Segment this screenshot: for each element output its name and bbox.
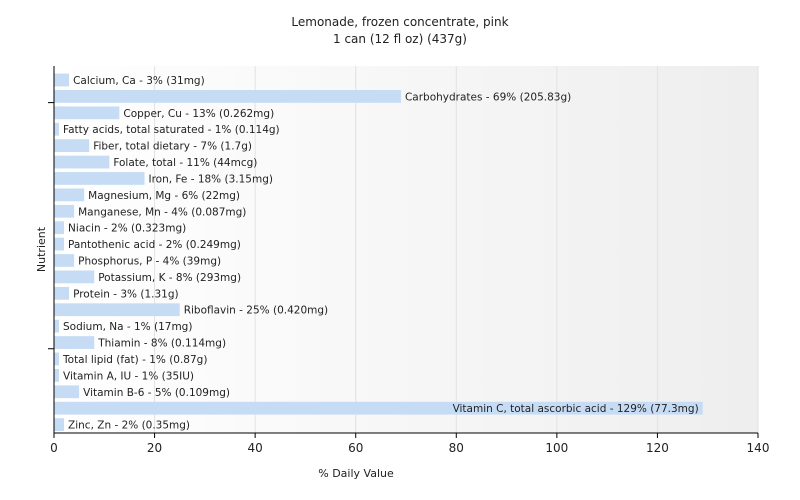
bar bbox=[54, 73, 70, 87]
bar bbox=[54, 368, 60, 382]
bar-label: Total lipid (fat) - 1% (0.87g) bbox=[62, 354, 207, 366]
bar bbox=[54, 172, 145, 185]
bar bbox=[54, 155, 110, 169]
bar-label: Calcium, Ca - 3% (31mg) bbox=[73, 75, 205, 87]
bar-label: Vitamin A, IU - 1% (35IU) bbox=[63, 370, 194, 382]
bar bbox=[54, 385, 80, 399]
bar-label: Magnesium, Mg - 6% (22mg) bbox=[88, 190, 240, 202]
bar-label: Potassium, K - 8% (293mg) bbox=[98, 272, 241, 284]
x-tick-label: 60 bbox=[348, 441, 363, 455]
bar bbox=[54, 139, 90, 153]
bar-label: Copper, Cu - 13% (0.262mg) bbox=[123, 108, 274, 120]
bar-label: Folate, total - 11% (44mcg) bbox=[113, 157, 257, 169]
bar-label: Pantothenic acid - 2% (0.249mg) bbox=[68, 239, 241, 251]
bar bbox=[54, 254, 75, 267]
bar bbox=[54, 188, 85, 202]
bar-label: Protein - 3% (1.31g) bbox=[73, 288, 179, 300]
bar-label: Sodium, Na - 1% (17mg) bbox=[63, 321, 192, 333]
chart-title: Lemonade, frozen concentrate, pink bbox=[291, 15, 509, 29]
bar-label: Fiber, total dietary - 7% (1.7g) bbox=[93, 141, 252, 153]
bar bbox=[54, 106, 120, 120]
x-tick-label: 140 bbox=[747, 441, 770, 455]
bar-label: Vitamin C, total ascorbic acid - 129% (7… bbox=[453, 403, 699, 415]
bar-label: Fatty acids, total saturated - 1% (0.114… bbox=[63, 124, 280, 136]
bar bbox=[54, 352, 60, 366]
bar bbox=[54, 319, 60, 333]
bar bbox=[54, 122, 60, 136]
bar bbox=[54, 270, 95, 284]
bar bbox=[54, 90, 401, 103]
bar-label: Vitamin B-6 - 5% (0.109mg) bbox=[83, 387, 230, 399]
bar bbox=[54, 286, 70, 300]
x-tick-label: 80 bbox=[449, 441, 464, 455]
bar bbox=[54, 204, 75, 218]
bar-label: Niacin - 2% (0.323mg) bbox=[68, 223, 186, 235]
bar-label: Iron, Fe - 18% (3.15mg) bbox=[149, 173, 273, 185]
bar bbox=[54, 401, 703, 415]
bar bbox=[54, 418, 65, 431]
x-tick-label: 120 bbox=[646, 441, 669, 455]
y-axis-title: Nutrient bbox=[35, 226, 48, 272]
x-axis-title: % Daily Value bbox=[318, 467, 394, 480]
bar-label: Carbohydrates - 69% (205.83g) bbox=[405, 91, 571, 103]
bar bbox=[54, 237, 65, 251]
x-tick-label: 100 bbox=[545, 441, 568, 455]
bar bbox=[54, 336, 95, 349]
bar bbox=[54, 303, 180, 317]
x-tick-label: 20 bbox=[147, 441, 162, 455]
bar-label: Zinc, Zn - 2% (0.35mg) bbox=[68, 420, 190, 432]
bar-label: Phosphorus, P - 4% (39mg) bbox=[78, 256, 221, 268]
plot-background bbox=[54, 66, 758, 433]
x-tick-label: 40 bbox=[248, 441, 263, 455]
bar bbox=[54, 221, 65, 235]
x-tick-label: 0 bbox=[50, 441, 58, 455]
bar-label: Thiamin - 8% (0.114mg) bbox=[97, 338, 226, 350]
chart-subtitle: 1 can (12 fl oz) (437g) bbox=[333, 32, 467, 46]
bar-label: Manganese, Mn - 4% (0.087mg) bbox=[78, 206, 246, 218]
bar-label: Riboflavin - 25% (0.420mg) bbox=[184, 305, 328, 317]
